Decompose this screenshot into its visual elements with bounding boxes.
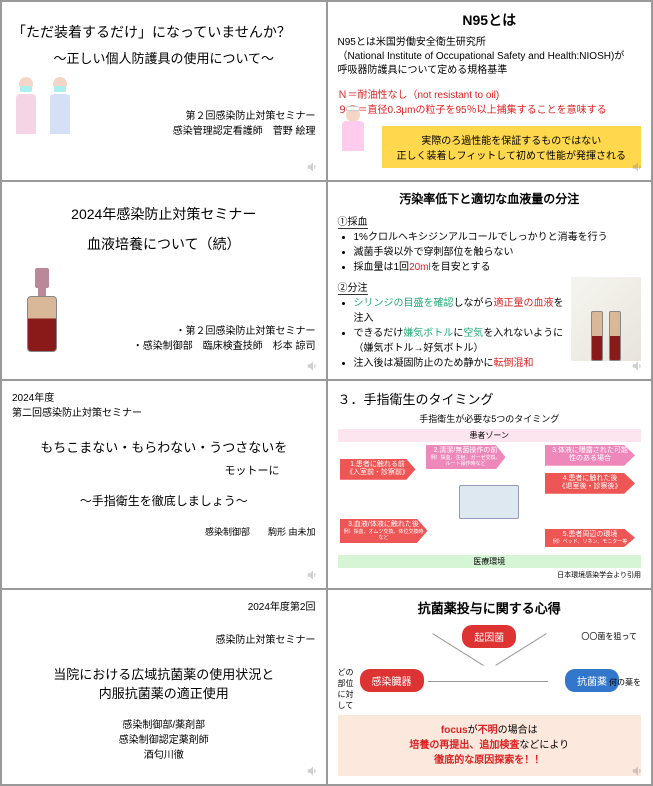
s4-sec1: ①採血 [338, 217, 368, 229]
speaker-icon [631, 764, 645, 778]
s5-h1: 2024年度 [12, 389, 316, 404]
slide5-title: もちこまない・もらわない・うつさないを [12, 437, 316, 456]
s7-h1: 2024年度第2回 [12, 598, 316, 613]
slide-4: 汚染率低下と適切な血液量の分注 ①採血 1%クロルヘキシジンアルコールでしっかり… [327, 181, 653, 380]
speaker-icon [631, 359, 645, 373]
s7-sig1: 感染制御部/薬剤部 [12, 716, 316, 731]
s4-sec2: ②分注 [338, 283, 368, 295]
slide5-sig: 感染制御部 駒形 由未加 [12, 525, 316, 538]
speaker-icon [306, 764, 320, 778]
node-pathogen: 起因菌 [462, 625, 516, 648]
slide3-subtitle: 血液培養について（続） [12, 234, 316, 254]
s4-p4: シリンジの目盛を確認しながら適正量の血液を注入 [354, 296, 566, 326]
masked-figures [12, 77, 74, 137]
slide7-title1: 当院における広域抗菌薬の使用状況と [12, 664, 316, 683]
s4-p3: 採血量は1回20mlを目安とする [354, 260, 642, 275]
speaker-icon [306, 160, 320, 174]
s4-p2: 滅菌手袋以外で穿刺部位を触らない [354, 245, 642, 260]
s2-red1: Ｎ＝耐油性なし（not resistant to oil) [338, 86, 642, 101]
slide3-title: 2024年感染防止対策セミナー [12, 204, 316, 224]
triangle-diagram: 起因菌 感染臓器 抗菌薬 〇〇菌を狙って どの部位に対して 何の薬を [338, 625, 642, 711]
s7-sig3: 酒匂川徹 [12, 746, 316, 761]
slide6-title: ３．手指衛生のタイミング [338, 389, 642, 408]
slide1-subtitle: ～正しい個人防護具の使用について～ [12, 48, 316, 67]
s2-def3: 呼吸器防護具について定める規格基準 [338, 64, 642, 78]
slide-8: 抗菌薬投与に関する心得 起因菌 感染臓器 抗菌薬 〇〇菌を狙って どの部位に対し… [327, 589, 653, 785]
speaker-icon [631, 160, 645, 174]
s2-red2: ９５＝直径0.3μmの粒子を95％以上捕集することを意味する [338, 101, 642, 116]
vial-photo [571, 277, 641, 361]
focus-box: focusが不明の場合は 培養の再提出、追加検査などにより 徹底的な原因探索を！… [338, 715, 642, 776]
slide4-title: 汚染率低下と適切な血液量の分注 [338, 190, 642, 207]
slide7-title2: 内服抗菌薬の適正使用 [12, 683, 316, 702]
slide-3: 2024年感染防止対策セミナー 血液培養について（続） ・第２回感染防止対策セミ… [1, 181, 327, 380]
timing-diagram: 1.患者に触れる前《入室前・診察前》 2.清潔/無菌操作の前例）採血、注射、ガー… [338, 445, 642, 555]
slide-5: 2024年度 第二回感染防止対策セミナー もちこまない・もらわない・うつさないを… [1, 380, 327, 589]
slide8-title: 抗菌薬投与に関する心得 [338, 598, 642, 617]
s2-def2: （National Institute of Occupational Safe… [338, 50, 642, 64]
s4-p5: できるだけ嫌気ボトルに空気を入れないように（嫌気ボトル→好気ボトル） [354, 326, 566, 356]
bed-icon [459, 485, 519, 519]
speaker-icon [631, 568, 645, 582]
slide-2: N95とは N95とは米国労働安全衛生研究所 （National Institu… [327, 1, 653, 181]
slide5-subtitle: ～手指衛生を徹底しましょう～ [12, 492, 316, 509]
s5-h2: 第二回感染防止対策セミナー [12, 404, 316, 419]
slide1-title: 「ただ装着するだけ」になっていませんか？ [12, 22, 316, 42]
slide2-title: N95とは [338, 10, 642, 30]
s4-p1: 1%クロルヘキシジンアルコールでしっかりと消毒を行う [354, 230, 642, 245]
s7-sig2: 感染制御認定薬剤師 [12, 731, 316, 746]
slide6-subtitle: 手指衛生が必要な5つのタイミング [338, 412, 642, 425]
s2-box2: 正しく装着しフィットして初めて性能が発揮される [388, 147, 636, 162]
slide3-author: ・感染制御部 臨床検査技師 杉本 諒司 [62, 337, 316, 352]
slide1-author: 感染管理認定看護師 菅野 絵理 [82, 122, 316, 137]
s2-box1: 実際のろ過性能を保証するものではない [388, 132, 636, 147]
slide3-seminar: ・第２回感染防止対策セミナー [62, 322, 316, 337]
patient-zone: 患者ゾーン [338, 429, 642, 442]
s2-def1: N95とは米国労働安全衛生研究所 [338, 36, 642, 50]
node-organ: 感染臓器 [360, 669, 424, 692]
slide-grid: 「ただ装着するだけ」になっていませんか？ ～正しい個人防護具の使用について～ 第… [0, 0, 653, 786]
slide-6: ３．手指衛生のタイミング 手指衛生が必要な5つのタイミング 患者ゾーン 1.患者… [327, 380, 653, 589]
speaker-icon [306, 568, 320, 582]
slide-7: 2024年度第2回 感染防止対策セミナー 当院における広域抗菌薬の使用状況と 内… [1, 589, 327, 785]
medical-zone: 医療環境 [338, 555, 642, 568]
slide6-source: 日本環境感染学会より引用 [338, 570, 642, 580]
slide1-seminar: 第２回感染防止対策セミナー [82, 107, 316, 122]
blood-bottle-icon [22, 268, 62, 358]
slide-1: 「ただ装着するだけ」になっていませんか？ ～正しい個人防護具の使用について～ 第… [1, 1, 327, 181]
nurse-icon [338, 108, 368, 154]
s7-h2: 感染防止対策セミナー [12, 631, 316, 646]
speaker-icon [306, 359, 320, 373]
slide5-motto: モットーに [12, 462, 280, 478]
s4-p6: 注入後は凝固防止のため静かに転倒混和 [354, 356, 566, 371]
